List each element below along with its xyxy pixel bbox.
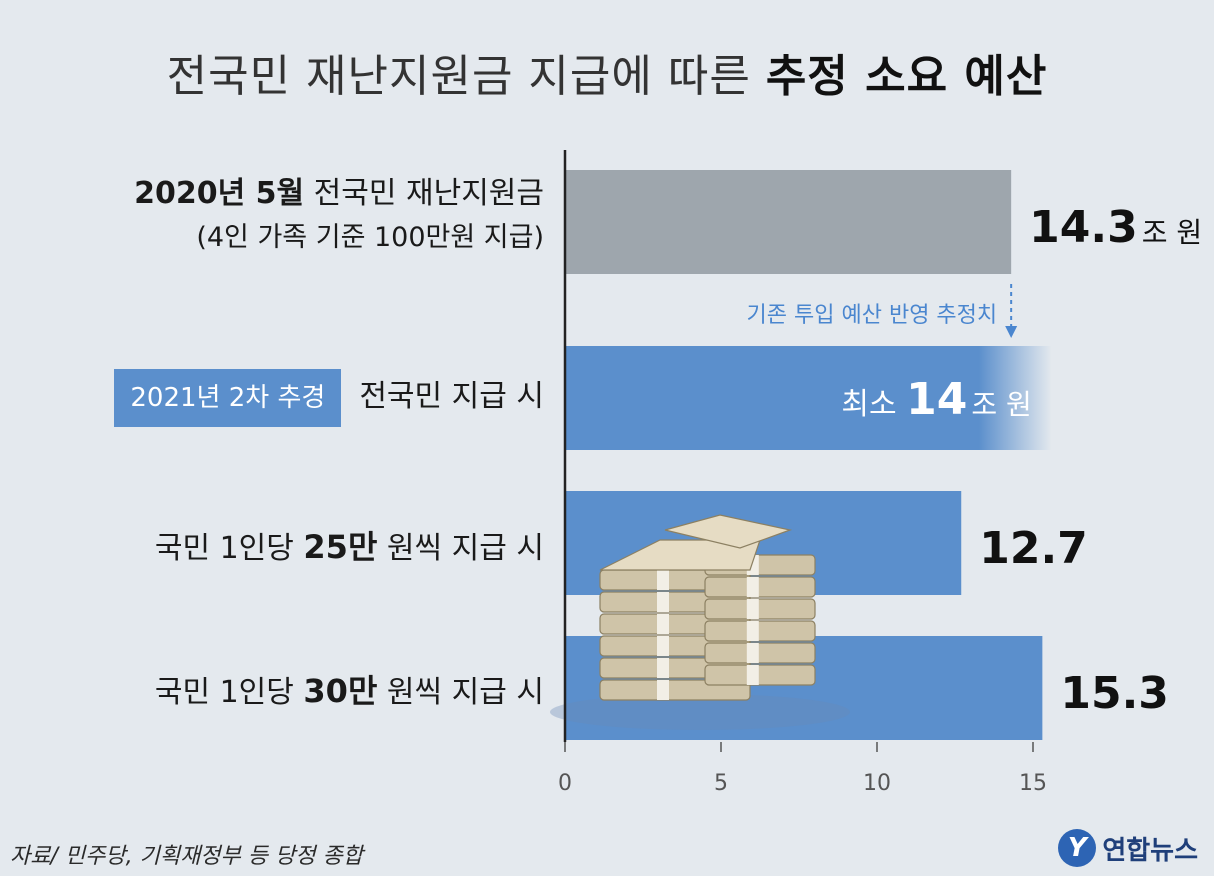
row-label-25-post: 원씩 지급 시 [377, 531, 544, 566]
value-number-3: 15.3 [1060, 668, 1169, 719]
money-brick [704, 664, 816, 686]
money-band [746, 665, 759, 685]
row-label-25-pre: 국민 1인당 [154, 531, 304, 566]
row-tag-2021: 2021년 2차 추경 [114, 368, 342, 427]
money-brick [704, 598, 816, 620]
row-label-30: 국민 1인당 30만 원씩 지급 시 [155, 666, 544, 712]
annotation-text: 기존 투입 예산 반영 추정치 [747, 303, 998, 328]
value-label-3: 15.3 [1060, 668, 1169, 719]
money-stack-icon [550, 514, 850, 730]
money-top-upper [664, 514, 793, 549]
money-band [746, 621, 759, 641]
value-unit-1: 조 원 [971, 388, 1031, 421]
money-band [657, 680, 669, 700]
row-label-30-bold: 30만 [303, 672, 378, 710]
value-number-0: 14.3 [1029, 202, 1138, 253]
money-band [657, 570, 669, 590]
row-label-2020-bold: 2020년 5월 [134, 176, 305, 211]
money-band [657, 614, 669, 634]
annotation-arrow: 기존 투입 예산 반영 추정치 [747, 284, 1018, 338]
value-unit-0: 조 원 [1142, 216, 1202, 249]
row-label-2020-sub: (4인 가족 기준 100만원 지급) [196, 222, 544, 253]
money-band [746, 577, 759, 597]
yonhap-logo-icon: Y [1058, 829, 1097, 867]
source-note: 자료/ 민주당, 기획재정부 등 당정 종합 [10, 844, 363, 869]
x-tick-label-15: 15 [1019, 771, 1047, 796]
value-prefix-1: 최소 [841, 387, 906, 422]
money-band [746, 599, 759, 619]
x-tick-label-5: 5 [714, 771, 728, 796]
money-brick [704, 576, 816, 598]
brand: Y 연합뉴스 [1058, 828, 1198, 868]
annotation-arrow-head [1005, 326, 1018, 338]
row-label-25-bold: 25만 [303, 528, 378, 566]
row-label-30-pre: 국민 1인당 [154, 675, 304, 710]
money-band [657, 658, 669, 678]
x-axis: 0 5 10 15 [558, 150, 1047, 796]
row-label-30-post: 원씩 지급 시 [377, 675, 544, 710]
x-tick-label-0: 0 [558, 771, 572, 796]
money-band [657, 636, 669, 656]
row-label-2020-text: 전국민 재난지원금 [304, 176, 544, 211]
x-tick-label-10: 10 [863, 771, 891, 796]
row-label-25: 국민 1인당 25만 원씩 지급 시 [155, 522, 544, 568]
bar-0 [565, 170, 1012, 274]
money-brick [704, 642, 816, 664]
money-band [746, 643, 759, 663]
title-part-2: 추정 소요 예산 [765, 51, 1048, 102]
value-number-1: 14 [906, 374, 967, 425]
money-band [657, 592, 669, 612]
row-label-2021-text: 전국민 지급 시 [359, 379, 544, 414]
money-brick [704, 620, 816, 642]
brand-name: 연합뉴스 [1102, 835, 1198, 866]
title-part-1: 전국민 재난지원금 지급에 따른 [166, 51, 751, 102]
chart-title: 전국민 재난지원금 지급에 따른 추정 소요 예산 [0, 40, 1214, 104]
bar-1 [565, 346, 1052, 450]
value-label-1: 최소 14 조 원 [841, 374, 1031, 425]
row-label-2020: 2020년 5월 전국민 재난지원금 (4인 가족 기준 100만원 지급) [134, 172, 544, 260]
row-label-2021: 2021년 2차 추경 전국민 지급 시 [114, 368, 544, 427]
value-label-0: 14.3 조 원 [1029, 202, 1202, 253]
value-number-2: 12.7 [979, 523, 1088, 574]
value-label-2: 12.7 [979, 523, 1088, 574]
